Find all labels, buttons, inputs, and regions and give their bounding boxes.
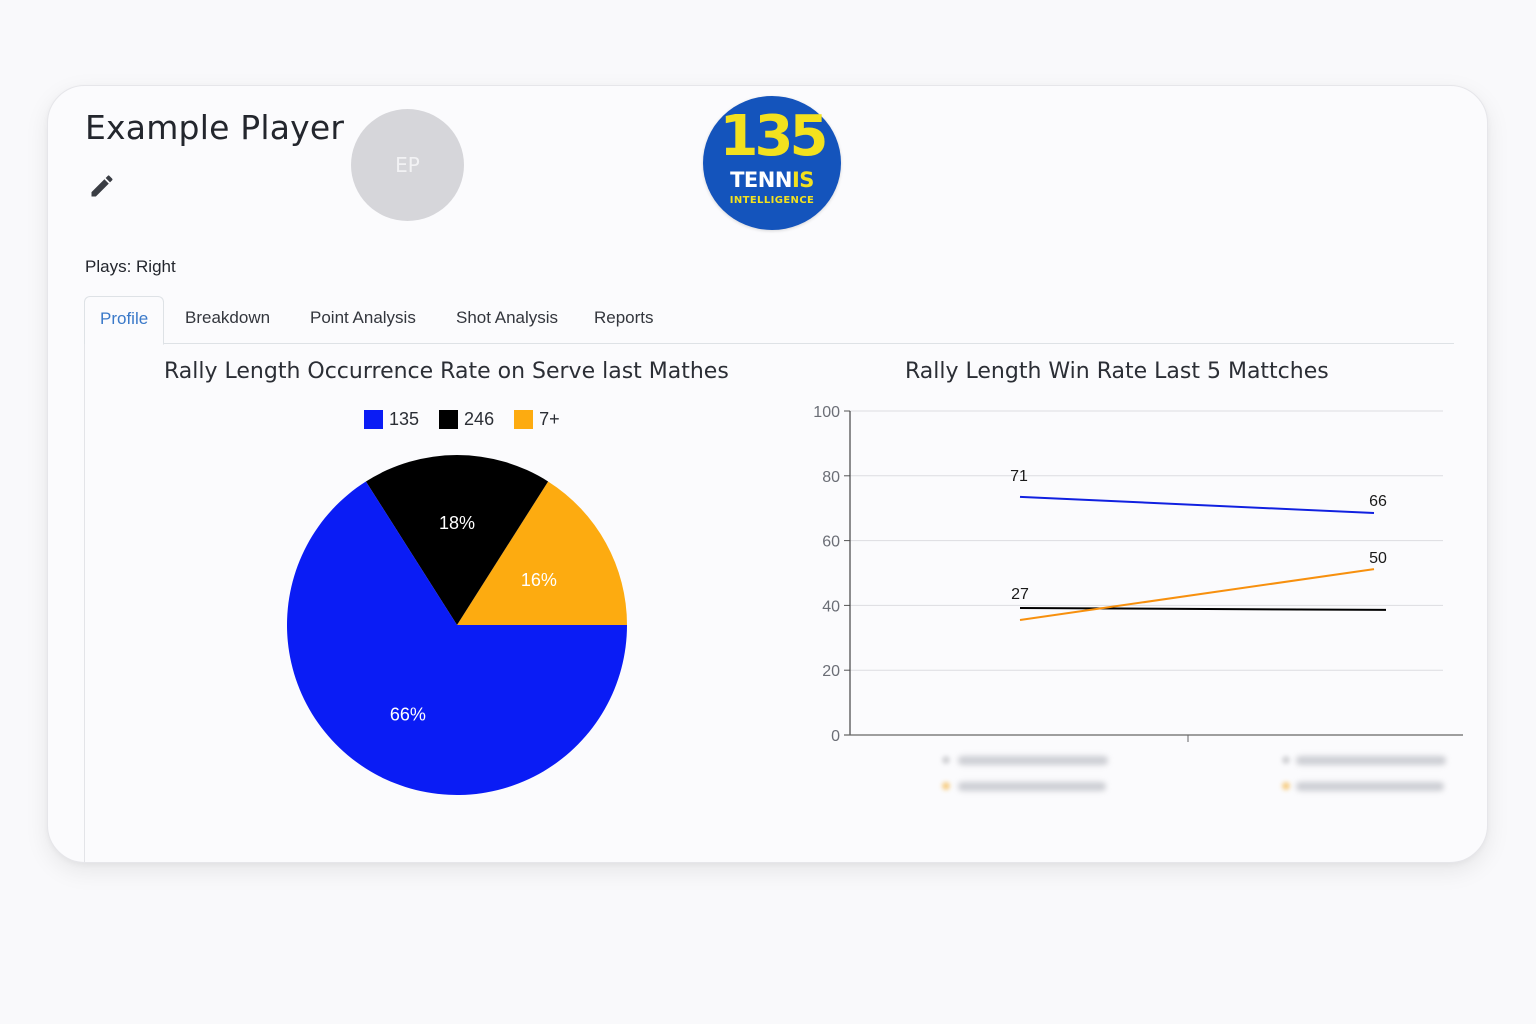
line-series-246[interactable] (1019, 606, 1387, 611)
x-label-blurred (1296, 782, 1444, 791)
line-data-label: 71 (1010, 468, 1028, 485)
legend-swatch-black (439, 410, 459, 429)
legend-label: 246 (464, 409, 495, 429)
legend-item-135[interactable]: 135 (364, 409, 419, 430)
line-series-135[interactable] (1019, 495, 1375, 515)
x-label-blurred (1296, 756, 1446, 765)
y-tick-label: 20 (822, 663, 840, 680)
y-tick-label: 80 (822, 469, 840, 486)
x-label-marker (942, 756, 950, 764)
legend-item-7plus[interactable]: 7+ (514, 409, 560, 430)
pie-slice-7plus[interactable] (457, 481, 627, 625)
avatar[interactable]: EP (351, 109, 464, 221)
pie-chart-title: Rally Length Occurrence Rate on Serve la… (164, 359, 729, 384)
tab-shot-analysis[interactable]: Shot Analysis (456, 308, 559, 327)
tab-pane-border (84, 344, 85, 862)
line-chart-title: Rally Length Win Rate Last 5 Mattches (905, 359, 1329, 384)
x-label-marker (1282, 782, 1290, 790)
pie-slice-label: 18% (439, 513, 475, 533)
pie-slice-135[interactable] (287, 481, 627, 796)
tab-reports[interactable]: Reports (594, 308, 654, 327)
tab-profile[interactable]: Profile (84, 296, 165, 345)
line-data-label: 50 (1369, 550, 1387, 567)
logo-subtitle: INTELLIGENCE (729, 195, 815, 206)
x-label-marker (1282, 756, 1290, 764)
avatar-initials: EP (395, 153, 420, 177)
y-tick-label: 40 (822, 598, 840, 615)
x-label-marker (942, 782, 950, 790)
logo-number: 135 (719, 104, 829, 169)
pie-slice-label: 16% (521, 570, 557, 590)
y-tick-label: 60 (822, 534, 840, 551)
pie-slice-246[interactable] (365, 455, 549, 625)
edit-profile-button[interactable] (88, 172, 116, 200)
line-data-label: 27 (1011, 586, 1029, 603)
tab-point-analysis[interactable]: Point Analysis (310, 308, 416, 327)
y-tick-label: 100 (813, 404, 840, 421)
pie-slice-label: 66% (390, 704, 426, 724)
profile-tabs: Profile Breakdown Point Analysis Shot An… (84, 296, 1454, 345)
plays-hand: Plays: Right (85, 257, 176, 276)
pie-legend: 135 246 7+ (364, 409, 580, 430)
logo-word: TENNIS (703, 168, 841, 192)
brand-logo: 135 TENNIS INTELLIGENCE (703, 96, 841, 230)
legend-label: 7+ (539, 409, 560, 429)
y-tick-label: 0 (831, 728, 840, 745)
legend-item-246[interactable]: 246 (439, 409, 494, 430)
line-data-label: 66 (1369, 493, 1387, 510)
pencil-icon (91, 175, 113, 197)
logo-word-accent: IS (791, 168, 814, 192)
legend-swatch-blue (364, 410, 383, 429)
logo-word-main: TENN (730, 168, 792, 192)
x-label-blurred (958, 756, 1108, 765)
player-name: Example Player (85, 108, 345, 147)
legend-label: 135 (389, 409, 420, 429)
legend-swatch-orange (514, 410, 534, 429)
tab-breakdown[interactable]: Breakdown (185, 308, 271, 327)
line-series-7plus[interactable] (1019, 568, 1375, 621)
x-label-blurred (958, 782, 1106, 791)
